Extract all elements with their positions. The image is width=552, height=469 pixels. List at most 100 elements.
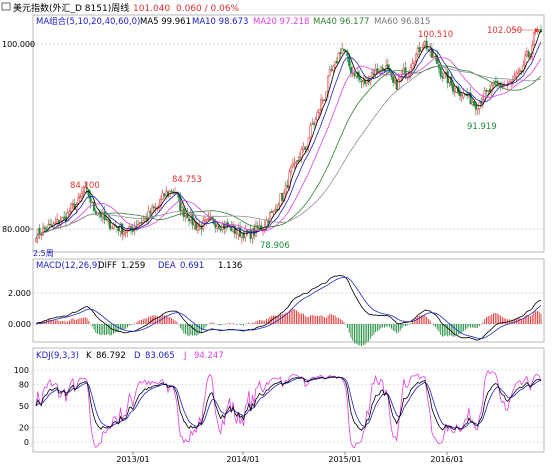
candle bbox=[334, 61, 337, 69]
annotation-91919: 91.919 bbox=[467, 122, 497, 132]
peak-arrow-icon bbox=[535, 28, 539, 32]
kdj-j-value: 94.247 bbox=[194, 351, 224, 361]
candle bbox=[513, 70, 516, 80]
kdj-d-value: 83.065 bbox=[145, 351, 175, 361]
candle bbox=[291, 158, 294, 169]
kdj-d-line bbox=[35, 376, 541, 430]
candle bbox=[316, 109, 319, 122]
candle bbox=[281, 192, 284, 202]
ma5-line bbox=[35, 30, 542, 239]
candle bbox=[446, 65, 449, 89]
candle bbox=[124, 231, 127, 238]
annotation-102050: 102.050 bbox=[487, 26, 522, 36]
kdj-tick-label: 100 bbox=[14, 366, 29, 375]
candle bbox=[191, 211, 194, 230]
candle bbox=[41, 222, 45, 237]
ma40-label: MA40 96.177 bbox=[313, 17, 369, 27]
ma60-line bbox=[35, 66, 542, 239]
price-panel[interactable] bbox=[32, 14, 545, 253]
candle bbox=[411, 57, 414, 71]
price-axis-bottom: 80.000 bbox=[2, 225, 30, 234]
candle bbox=[379, 66, 382, 75]
header-bar bbox=[0, 0, 552, 13]
kdj-d-label: D bbox=[134, 351, 141, 361]
candle bbox=[38, 224, 41, 240]
kdj-tick-label: 50 bbox=[19, 402, 29, 411]
candle bbox=[279, 192, 282, 207]
price-change: 0.060 / 0.06% bbox=[176, 4, 240, 14]
candle bbox=[335, 57, 338, 64]
candle bbox=[302, 142, 305, 153]
kdj-tick-label: 20 bbox=[19, 424, 29, 433]
candle bbox=[420, 47, 423, 53]
candle bbox=[85, 181, 89, 195]
macd-panel[interactable] bbox=[32, 258, 545, 343]
candle bbox=[290, 164, 293, 176]
candle bbox=[219, 227, 222, 233]
kdj-label[interactable]: KDJ(9,3,3) bbox=[36, 351, 79, 361]
candle bbox=[430, 43, 433, 59]
kdj-k-label: K bbox=[86, 351, 92, 361]
candle bbox=[270, 209, 273, 214]
time-axis: 2013/01 2014/01 2015/01 2016/01 bbox=[116, 452, 464, 464]
ma60-label: MA60 96.815 bbox=[374, 17, 430, 27]
candle bbox=[298, 151, 301, 162]
candle bbox=[318, 108, 321, 116]
annotation-100510: 100.510 bbox=[418, 30, 453, 40]
window-icon[interactable] bbox=[1, 2, 11, 11]
candle bbox=[532, 31, 536, 47]
candle bbox=[342, 48, 345, 52]
time-axis-label: 2013/01 bbox=[116, 455, 149, 464]
candle bbox=[381, 64, 384, 73]
macd-plot bbox=[35, 275, 542, 346]
price-axis-top: 100.000 bbox=[2, 40, 35, 49]
candle bbox=[105, 214, 108, 222]
ma-group-label[interactable]: MA组合(5,10,20,40,60,0) bbox=[36, 16, 140, 27]
macd-label[interactable]: MACD(12,26,9) bbox=[36, 261, 101, 271]
candle bbox=[422, 41, 425, 49]
kdj-panel[interactable] bbox=[32, 347, 545, 453]
candle bbox=[341, 42, 344, 55]
candle bbox=[293, 156, 296, 170]
macd-diff-label: DIFF bbox=[98, 261, 117, 271]
ma5-label: MA5 99.961 bbox=[140, 17, 191, 27]
candle bbox=[332, 64, 335, 74]
kdj-k-value: 86.792 bbox=[96, 351, 126, 361]
candle bbox=[328, 65, 331, 77]
candle bbox=[358, 70, 361, 83]
candle bbox=[425, 35, 428, 51]
last-price: 101.040 bbox=[133, 4, 170, 14]
annotation-84100: 84.100 bbox=[70, 181, 100, 191]
ma10-label: MA10 98.673 bbox=[192, 17, 248, 27]
candle bbox=[473, 100, 476, 107]
chart-title: 美元指数(外汇_D 8151)周线 bbox=[13, 2, 129, 14]
candle bbox=[68, 207, 71, 216]
kdj-j-label: J bbox=[183, 351, 187, 361]
time-axis-label: 2014/01 bbox=[226, 455, 259, 464]
time-axis-label: 2016/01 bbox=[430, 455, 463, 464]
candle bbox=[439, 66, 442, 80]
macd-dea-value: 0.691 bbox=[180, 261, 204, 271]
period-marker: 2.5周 bbox=[33, 249, 54, 258]
candle bbox=[320, 94, 323, 115]
macd-axis-zero: 0.000 bbox=[8, 320, 31, 329]
kdj-tick-label: 0 bbox=[24, 438, 29, 447]
candle bbox=[510, 80, 513, 88]
candle bbox=[474, 101, 477, 116]
macd-diff-value: 1.259 bbox=[121, 261, 145, 271]
candle bbox=[202, 216, 205, 232]
macd-axis-top: 2.000 bbox=[8, 289, 31, 298]
time-axis-label: 2015/01 bbox=[328, 455, 361, 464]
candle bbox=[476, 108, 479, 116]
candle bbox=[404, 62, 407, 80]
macd-dea-line bbox=[35, 276, 542, 339]
candle bbox=[527, 49, 530, 59]
candle bbox=[71, 199, 75, 210]
macd-diff-line bbox=[35, 275, 542, 341]
candle bbox=[254, 219, 257, 238]
ma20-line bbox=[35, 57, 542, 239]
kdj-j-line bbox=[35, 369, 542, 449]
candle bbox=[49, 218, 52, 226]
